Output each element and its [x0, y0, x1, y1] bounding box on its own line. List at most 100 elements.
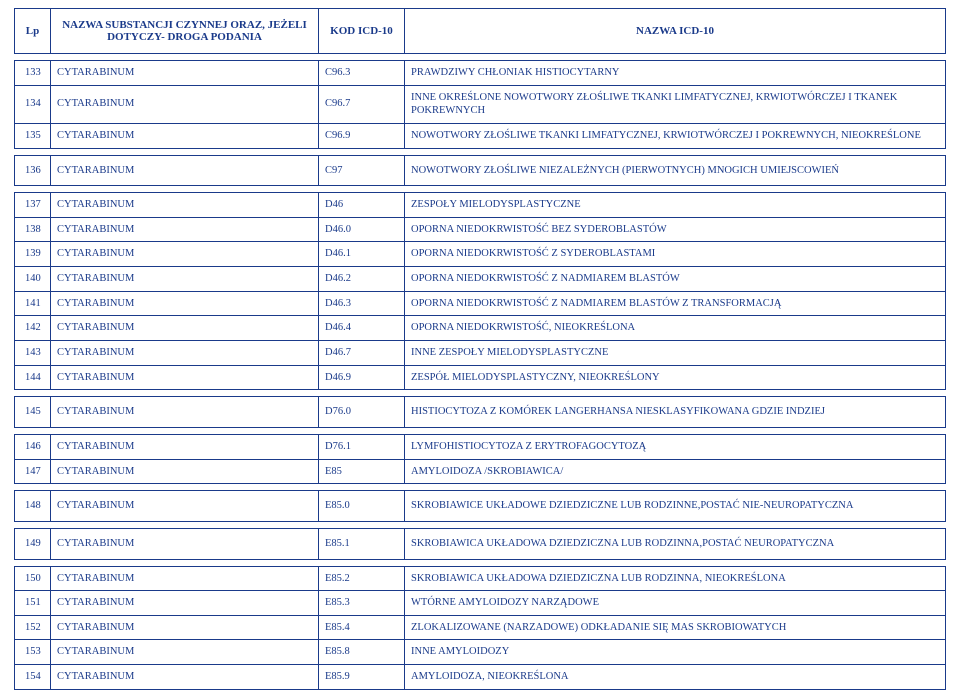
cell-naz: OPORNA NIEDOKRWISTOŚĆ Z SYDEROBLASTAMI — [405, 242, 946, 267]
table-group: 149CYTARABINUME85.1SKROBIAWICA UKŁADOWA … — [14, 528, 946, 560]
cell-naz: AMYLOIDOZA /SKROBIAWICA/ — [405, 459, 946, 484]
cell-kod: D46.2 — [319, 267, 405, 292]
cell-lp: 150 — [15, 566, 51, 591]
table-group: 145CYTARABINUMD76.0HISTIOCYTOZA Z KOMÓRE… — [14, 396, 946, 428]
cell-naz: LYMFOHISTIOCYTOZA Z ERYTROFAGOCYTOZĄ — [405, 434, 946, 459]
cell-lp: 146 — [15, 434, 51, 459]
cell-kod: E85.0 — [319, 491, 405, 522]
cell-naz: OPORNA NIEDOKRWISTOŚĆ Z NADMIAREM BLASTÓ… — [405, 291, 946, 316]
table-row: 134CYTARABINUMC96.7INNE OKREŚLONE NOWOTW… — [15, 85, 946, 123]
cell-sub: CYTARABINUM — [51, 566, 319, 591]
cell-kod: D46.9 — [319, 365, 405, 390]
table-group: 146CYTARABINUMD76.1LYMFOHISTIOCYTOZA Z E… — [14, 434, 946, 484]
cell-sub: CYTARABINUM — [51, 434, 319, 459]
cell-kod: E85.3 — [319, 591, 405, 616]
table-row: 152CYTARABINUME85.4ZLOKALIZOWANE (NARZAD… — [15, 615, 946, 640]
cell-sub: CYTARABINUM — [51, 528, 319, 559]
cell-naz: HISTIOCYTOZA Z KOMÓREK LANGERHANSA NIESK… — [405, 397, 946, 428]
cell-naz: OPORNA NIEDOKRWISTOŚĆ BEZ SYDEROBLASTÓW — [405, 217, 946, 242]
cell-lp: 151 — [15, 591, 51, 616]
cell-lp: 154 — [15, 665, 51, 690]
cell-naz: NOWOTWORY ZŁOŚLIWE NIEZALEŻNYCH (PIERWOT… — [405, 155, 946, 186]
cell-naz: SKROBIAWICA UKŁADOWA DZIEDZICZNA LUB ROD… — [405, 566, 946, 591]
cell-kod: D76.0 — [319, 397, 405, 428]
cell-sub: CYTARABINUM — [51, 397, 319, 428]
table-row: 141CYTARABINUMD46.3OPORNA NIEDOKRWISTOŚĆ… — [15, 291, 946, 316]
cell-naz: SKROBIAWICA UKŁADOWA DZIEDZICZNA LUB ROD… — [405, 528, 946, 559]
cell-sub: CYTARABINUM — [51, 123, 319, 148]
cell-naz: WTÓRNE AMYLOIDOZY NARZĄDOWE — [405, 591, 946, 616]
cell-sub: CYTARABINUM — [51, 267, 319, 292]
cell-kod: E85.9 — [319, 665, 405, 690]
cell-kod: D46.4 — [319, 316, 405, 341]
cell-naz: OPORNA NIEDOKRWISTOŚĆ, NIEOKREŚLONA — [405, 316, 946, 341]
table-group: 136CYTARABINUMC97NOWOTWORY ZŁOŚLIWE NIEZ… — [14, 155, 946, 187]
cell-lp: 145 — [15, 397, 51, 428]
table-group: 148CYTARABINUME85.0SKROBIAWICE UKŁADOWE … — [14, 490, 946, 522]
cell-kod: C96.7 — [319, 85, 405, 123]
table-row: 137CYTARABINUMD46ZESPOŁY MIELODYSPLASTYC… — [15, 193, 946, 218]
cell-kod: D46 — [319, 193, 405, 218]
header-nazwa: NAZWA ICD-10 — [405, 9, 946, 54]
cell-kod: D46.7 — [319, 341, 405, 366]
cell-naz: ZESPOŁY MIELODYSPLASTYCZNE — [405, 193, 946, 218]
cell-naz: INNE AMYLOIDOZY — [405, 640, 946, 665]
cell-lp: 148 — [15, 491, 51, 522]
cell-naz: INNE ZESPOŁY MIELODYSPLASTYCZNE — [405, 341, 946, 366]
cell-sub: CYTARABINUM — [51, 459, 319, 484]
header-lp: Lp — [15, 9, 51, 54]
table-row: 147CYTARABINUME85AMYLOIDOZA /SKROBIAWICA… — [15, 459, 946, 484]
cell-kod: E85.8 — [319, 640, 405, 665]
header-substancja: NAZWA SUBSTANCJI CZYNNEJ ORAZ, JEŻELI DO… — [51, 9, 319, 54]
cell-naz: SKROBIAWICE UKŁADOWE DZIEDZICZNE LUB ROD… — [405, 491, 946, 522]
table-header: Lp NAZWA SUBSTANCJI CZYNNEJ ORAZ, JEŻELI… — [15, 9, 946, 54]
table-row: 153CYTARABINUME85.8INNE AMYLOIDOZY — [15, 640, 946, 665]
cell-lp: 138 — [15, 217, 51, 242]
table-group: 150CYTARABINUME85.2SKROBIAWICA UKŁADOWA … — [14, 566, 946, 690]
cell-sub: CYTARABINUM — [51, 193, 319, 218]
cell-sub: CYTARABINUM — [51, 155, 319, 186]
cell-kod: D46.3 — [319, 291, 405, 316]
cell-lp: 149 — [15, 528, 51, 559]
cell-naz: ZESPÓŁ MIELODYSPLASTYCZNY, NIEOKREŚLONY — [405, 365, 946, 390]
cell-lp: 153 — [15, 640, 51, 665]
cell-lp: 144 — [15, 365, 51, 390]
cell-sub: CYTARABINUM — [51, 316, 319, 341]
table-row: 148CYTARABINUME85.0SKROBIAWICE UKŁADOWE … — [15, 491, 946, 522]
cell-kod: E85.2 — [319, 566, 405, 591]
cell-kod: E85.1 — [319, 528, 405, 559]
table-row: 136CYTARABINUMC97NOWOTWORY ZŁOŚLIWE NIEZ… — [15, 155, 946, 186]
cell-lp: 147 — [15, 459, 51, 484]
cell-sub: CYTARABINUM — [51, 217, 319, 242]
table-row: 138CYTARABINUMD46.0OPORNA NIEDOKRWISTOŚĆ… — [15, 217, 946, 242]
cell-lp: 139 — [15, 242, 51, 267]
table-row: 144CYTARABINUMD46.9ZESPÓŁ MIELODYSPLASTY… — [15, 365, 946, 390]
cell-lp: 143 — [15, 341, 51, 366]
cell-kod: E85.4 — [319, 615, 405, 640]
table-row: 151CYTARABINUME85.3WTÓRNE AMYLOIDOZY NAR… — [15, 591, 946, 616]
cell-sub: CYTARABINUM — [51, 291, 319, 316]
table-group: 137CYTARABINUMD46ZESPOŁY MIELODYSPLASTYC… — [14, 192, 946, 390]
cell-sub: CYTARABINUM — [51, 61, 319, 86]
cell-naz: OPORNA NIEDOKRWISTOŚĆ Z NADMIAREM BLASTÓ… — [405, 267, 946, 292]
cell-kod: D76.1 — [319, 434, 405, 459]
cell-naz: ZLOKALIZOWANE (NARZADOWE) ODKŁADANIE SIĘ… — [405, 615, 946, 640]
cell-kod: C96.9 — [319, 123, 405, 148]
cell-kod: D46.0 — [319, 217, 405, 242]
header-kod: KOD ICD-10 — [319, 9, 405, 54]
table-row: 139CYTARABINUMD46.1OPORNA NIEDOKRWISTOŚĆ… — [15, 242, 946, 267]
cell-sub: CYTARABINUM — [51, 365, 319, 390]
table-row: 133CYTARABINUMC96.3PRAWDZIWY CHŁONIAK HI… — [15, 61, 946, 86]
cell-lp: 137 — [15, 193, 51, 218]
cell-lp: 142 — [15, 316, 51, 341]
cell-kod: C96.3 — [319, 61, 405, 86]
cell-lp: 140 — [15, 267, 51, 292]
cell-naz: AMYLOIDOZA, NIEOKREŚLONA — [405, 665, 946, 690]
cell-naz: NOWOTWORY ZŁOŚLIWE TKANKI LIMFATYCZNEJ, … — [405, 123, 946, 148]
cell-sub: CYTARABINUM — [51, 85, 319, 123]
cell-sub: CYTARABINUM — [51, 491, 319, 522]
cell-sub: CYTARABINUM — [51, 665, 319, 690]
table-row: 143CYTARABINUMD46.7INNE ZESPOŁY MIELODYS… — [15, 341, 946, 366]
cell-lp: 133 — [15, 61, 51, 86]
table-row: 150CYTARABINUME85.2SKROBIAWICA UKŁADOWA … — [15, 566, 946, 591]
